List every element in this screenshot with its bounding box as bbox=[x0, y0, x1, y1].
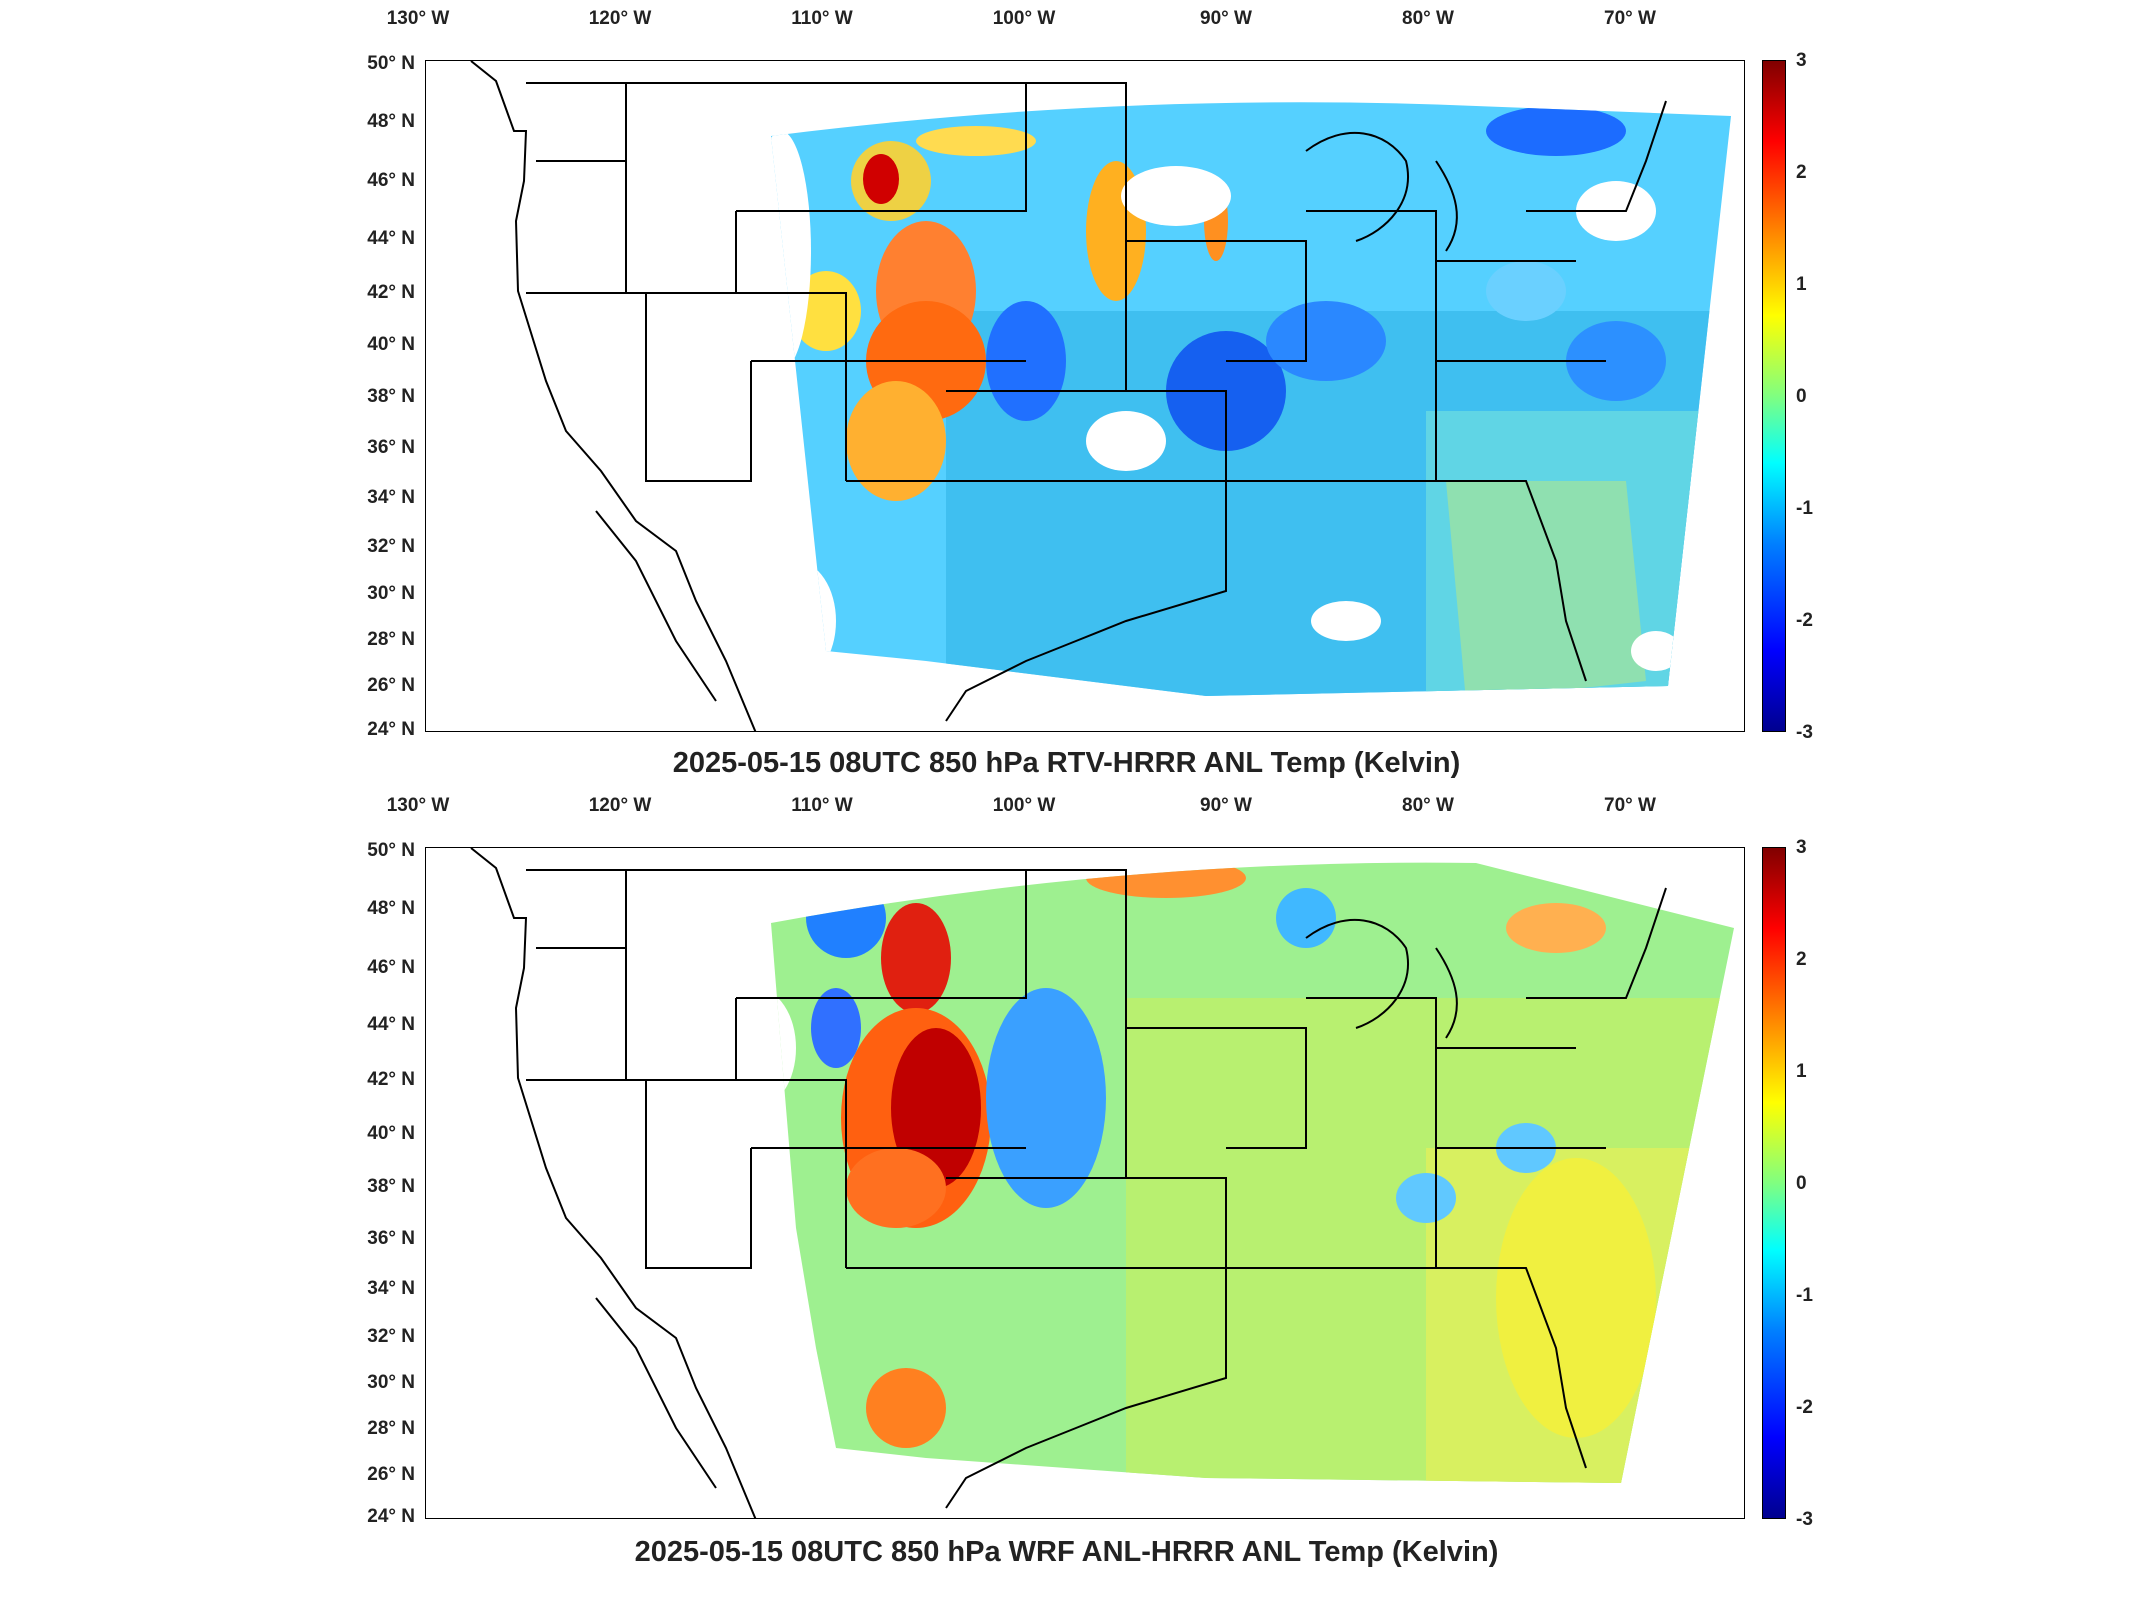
lat-label: 34° N bbox=[367, 1278, 415, 1299]
colorbar-tick: -2 bbox=[1796, 1397, 1813, 1418]
colorbar-tick: 0 bbox=[1796, 386, 1807, 407]
panel-title-bottom: 2025-05-15 08UTC 850 hPa WRF ANL-HRRR AN… bbox=[634, 1536, 1499, 1568]
lon-label: 80° W bbox=[1402, 795, 1454, 816]
lat-label: 48° N bbox=[367, 898, 415, 919]
map-frame-bottom bbox=[425, 847, 1745, 1519]
panel-title-top: 2025-05-15 08UTC 850 hPa RTV-HRRR ANL Te… bbox=[672, 747, 1461, 779]
colorbar-tick: -1 bbox=[1796, 1285, 1813, 1306]
colorbar-tick: -3 bbox=[1796, 722, 1813, 743]
colorbar-tick: 1 bbox=[1796, 274, 1807, 295]
lat-label: 24° N bbox=[367, 1506, 415, 1527]
lat-label: 42° N bbox=[367, 282, 415, 303]
lat-label: 46° N bbox=[367, 170, 415, 191]
lon-label: 90° W bbox=[1200, 8, 1252, 29]
lat-label: 28° N bbox=[367, 1418, 415, 1439]
lat-label: 28° N bbox=[367, 629, 415, 650]
colorbar-tick: 3 bbox=[1796, 50, 1807, 71]
lon-label: 80° W bbox=[1402, 8, 1454, 29]
lon-label: 130° W bbox=[386, 8, 450, 29]
boundary-lines-bottom bbox=[470, 848, 1667, 1518]
map-frame-top bbox=[425, 60, 1745, 732]
lon-label: 100° W bbox=[992, 8, 1056, 29]
data-field-top bbox=[771, 102, 1731, 696]
lat-label: 40° N bbox=[367, 334, 415, 355]
lat-label: 44° N bbox=[367, 228, 415, 249]
lat-label: 50° N bbox=[367, 53, 415, 74]
lat-label: 26° N bbox=[367, 675, 415, 696]
lat-label: 40° N bbox=[367, 1123, 415, 1144]
colorbar-top bbox=[1762, 60, 1786, 732]
lat-label: 30° N bbox=[367, 1372, 415, 1393]
lat-label: 38° N bbox=[367, 386, 415, 407]
lon-label: 120° W bbox=[588, 8, 652, 29]
lon-label: 120° W bbox=[588, 795, 652, 816]
colorbar-tick: -1 bbox=[1796, 498, 1813, 519]
lon-label: 100° W bbox=[992, 795, 1056, 816]
colorbar-tick: 2 bbox=[1796, 162, 1807, 183]
boundary-lines-top bbox=[470, 61, 1667, 731]
lat-label: 30° N bbox=[367, 583, 415, 604]
field-map-bottom bbox=[470, 848, 1734, 1518]
lat-label: 50° N bbox=[367, 840, 415, 861]
lat-label: 38° N bbox=[367, 1176, 415, 1197]
lat-label: 26° N bbox=[367, 1464, 415, 1485]
lon-label: 110° W bbox=[791, 795, 853, 816]
colorbar-tick: -2 bbox=[1796, 610, 1813, 631]
lat-label: 24° N bbox=[367, 719, 415, 740]
lat-label: 44° N bbox=[367, 1014, 415, 1035]
colorbar-tick: 2 bbox=[1796, 949, 1807, 970]
lat-label: 36° N bbox=[367, 437, 415, 458]
colorbar-tick: 3 bbox=[1796, 837, 1807, 858]
colorbar-bottom bbox=[1762, 847, 1786, 1519]
lon-label: 70° W bbox=[1604, 8, 1656, 29]
lon-label: 130° W bbox=[386, 795, 450, 816]
lat-label: 36° N bbox=[367, 1228, 415, 1249]
colorbar-tick: 0 bbox=[1796, 1173, 1807, 1194]
lat-label: 32° N bbox=[367, 1326, 415, 1347]
field-map-top bbox=[470, 61, 1731, 731]
lon-label: 90° W bbox=[1200, 795, 1252, 816]
lat-label: 34° N bbox=[367, 487, 415, 508]
lat-label: 42° N bbox=[367, 1069, 415, 1090]
lat-label: 48° N bbox=[367, 111, 415, 132]
lon-label: 110° W bbox=[791, 8, 853, 29]
colorbar-tick: 1 bbox=[1796, 1061, 1807, 1082]
colorbar-tick: -3 bbox=[1796, 1509, 1813, 1530]
lat-label: 32° N bbox=[367, 536, 415, 557]
lon-label: 70° W bbox=[1604, 795, 1656, 816]
lat-label: 46° N bbox=[367, 957, 415, 978]
